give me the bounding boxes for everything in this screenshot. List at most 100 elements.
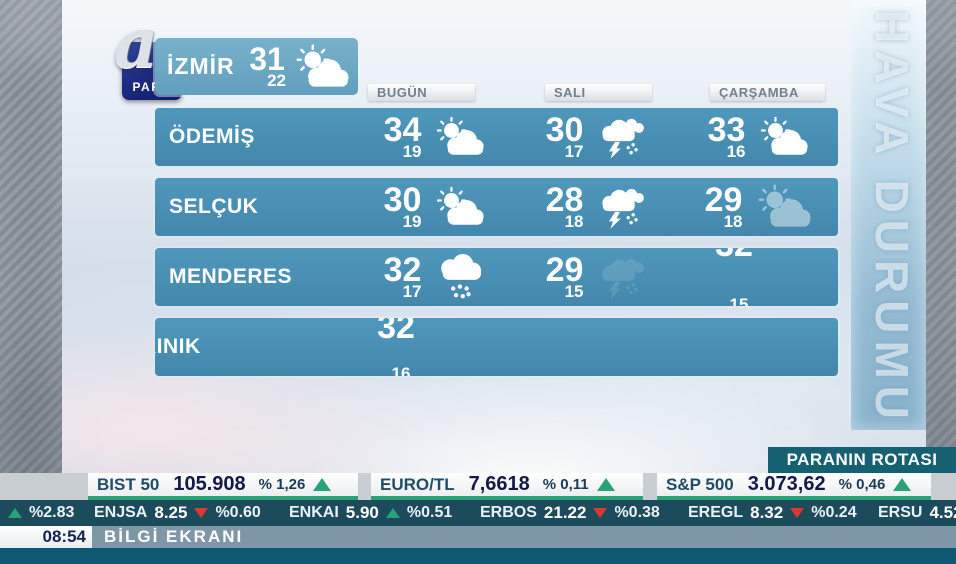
hava-durumu-title: HAVA DURUMU bbox=[866, 10, 918, 427]
forecast-cell-today: 32 17 bbox=[351, 248, 513, 306]
stock-value: 4.52 bbox=[929, 503, 956, 522]
ticker-index-sp500: S&P 500 3.073,62 % 0,46 bbox=[657, 473, 931, 500]
forecast-cell-wednesday-sliding: 32 15 bbox=[675, 248, 837, 306]
down-triangle-icon bbox=[194, 508, 209, 518]
high-temp: 29 bbox=[545, 250, 584, 289]
forecast-cell-today: 34 19 bbox=[351, 108, 513, 166]
high-temp: 34 bbox=[383, 110, 422, 149]
high-temp: 29 bbox=[704, 180, 743, 219]
index-value: 3.073,62 bbox=[747, 473, 826, 495]
weather-row-selcuk: SELÇUK 30 19 28 18 29 18 bbox=[155, 178, 838, 236]
up-triangle-icon bbox=[385, 508, 400, 518]
info-screen-bar: BİLGİ EKRANI bbox=[92, 526, 956, 548]
low-temp: 15 bbox=[564, 281, 584, 301]
stock-value: 8.32 bbox=[750, 503, 784, 522]
ticker-stock-erbos: ERBOS 21.22 %0.38 bbox=[480, 500, 660, 526]
index-value: 7,6618 bbox=[468, 473, 530, 495]
stock-label: ERBOS bbox=[480, 504, 537, 521]
city-low-temp: 22 bbox=[267, 71, 286, 90]
low-temp: 18 bbox=[723, 211, 743, 231]
city-header: İZMİR 31 22 bbox=[155, 38, 358, 95]
up-triangle-icon bbox=[313, 478, 332, 491]
up-triangle-icon bbox=[893, 478, 912, 491]
rain-icon bbox=[440, 254, 481, 299]
program-banner: PARANIN ROTASI bbox=[768, 447, 956, 473]
sun-cloud-faded-icon bbox=[758, 184, 812, 228]
stock-change: %0.24 bbox=[811, 504, 857, 521]
index-value: 105.908 bbox=[173, 473, 246, 495]
weather-row-odemis: ÖDEMİŞ 34 19 30 17 33 16 bbox=[155, 108, 838, 166]
forecast-cell-tuesday: 28 18 bbox=[513, 178, 675, 236]
ticker-stock-enkai: ENKAI 5.90 %0.51 bbox=[289, 500, 452, 526]
index-change: % 1,26 bbox=[258, 476, 306, 493]
left-striped-band bbox=[0, 0, 62, 476]
index-change: % 0,11 bbox=[542, 476, 589, 493]
up-triangle-icon bbox=[8, 508, 22, 518]
low-temp: 18 bbox=[564, 211, 584, 231]
stock-value: 5.90 bbox=[345, 503, 379, 522]
ticker-stock-enjsa: ENJSA 8.25 %0.60 bbox=[94, 500, 261, 526]
forecast-cell-today: 30 19 bbox=[351, 178, 513, 236]
stock-label: ENKAI bbox=[289, 504, 339, 521]
sun-cloud-icon bbox=[760, 116, 809, 156]
stock-change: %2.83 bbox=[29, 504, 75, 521]
district-name: MENDERES bbox=[169, 265, 293, 288]
index-label: S&P 500 bbox=[666, 474, 734, 494]
high-temp: 30 bbox=[545, 110, 584, 149]
forecast-cell-tuesday: 29 15 bbox=[513, 248, 675, 306]
stock-change: %0.38 bbox=[614, 504, 660, 521]
high-temp: 33 bbox=[707, 110, 746, 149]
ticker-index-eurotl: EURO/TL 7,6618 % 0,11 bbox=[371, 473, 643, 500]
bottom-strip bbox=[0, 548, 956, 564]
storm-rain-icon bbox=[601, 118, 644, 159]
storm-rain-icon bbox=[601, 188, 644, 229]
ticker-stock-eregl: EREGL 8.32 %0.24 bbox=[688, 500, 857, 526]
index-label: BIST 50 bbox=[97, 474, 160, 494]
forecast-cell-wednesday: 29 18 bbox=[675, 178, 837, 236]
clock: 08:54 bbox=[0, 526, 92, 548]
apara-logo-letter: a bbox=[113, 4, 159, 84]
day-header-today: BUGÜN bbox=[368, 84, 475, 101]
down-triangle-icon bbox=[790, 508, 805, 518]
up-triangle-icon bbox=[596, 478, 615, 491]
index-label: EURO/TL bbox=[380, 474, 455, 494]
district-name: SELÇUK bbox=[169, 195, 259, 218]
stock-value: 21.22 bbox=[543, 503, 587, 522]
district-name: KINIK bbox=[155, 335, 201, 358]
ticker-index-bist50: BIST 50 105.908 % 1,26 bbox=[88, 473, 358, 500]
index-ticker-row: BIST 50 105.908 % 1,26 EURO/TL 7,6618 % … bbox=[0, 473, 956, 500]
forecast-cell-wednesday bbox=[661, 318, 823, 376]
low-temp: 15 bbox=[729, 295, 749, 306]
stock-label: EREGL bbox=[688, 504, 744, 521]
sun-cloud-icon bbox=[436, 116, 485, 156]
stock-change: %0.60 bbox=[215, 504, 261, 521]
forecast-cell-tuesday bbox=[499, 318, 661, 376]
weather-row-kinik: KINIK 32 16 bbox=[155, 318, 838, 376]
forecast-cell-today-sliding: 32 16 bbox=[337, 318, 499, 376]
high-temp: 32 bbox=[377, 318, 415, 346]
low-temp: 17 bbox=[402, 281, 422, 301]
hava-durumu-banner: HAVA DURUMU bbox=[851, 0, 926, 430]
stock-change: %0.51 bbox=[406, 504, 453, 521]
low-temp: 16 bbox=[391, 364, 411, 376]
day-header-wednesday: ÇARŞAMBA bbox=[710, 84, 825, 101]
sun-cloud-icon bbox=[296, 44, 350, 88]
city-name: İZMİR bbox=[167, 53, 235, 79]
day-header-tuesday: SALI bbox=[545, 84, 652, 101]
high-temp: 30 bbox=[383, 180, 422, 219]
low-temp: 19 bbox=[402, 211, 422, 231]
district-name: ÖDEMİŞ bbox=[169, 125, 255, 148]
down-triangle-icon bbox=[593, 508, 608, 518]
stock-label: ENJSA bbox=[94, 504, 148, 521]
low-temp: 16 bbox=[726, 141, 746, 161]
stock-ticker-row: %2.83 ENJSA 8.25 %0.60 ENKAI 5.90 %0.51 … bbox=[0, 500, 956, 526]
stock-value: 8.25 bbox=[154, 503, 188, 522]
city-high-temp: 31 bbox=[249, 41, 285, 77]
ticker-stock-ersu: ERSU 4.52 bbox=[878, 500, 956, 526]
high-temp: 28 bbox=[545, 180, 584, 219]
high-temp: 32 bbox=[675, 248, 793, 262]
forecast-cell-tuesday: 30 17 bbox=[513, 108, 675, 166]
city-temps: 31 22 bbox=[244, 41, 290, 90]
